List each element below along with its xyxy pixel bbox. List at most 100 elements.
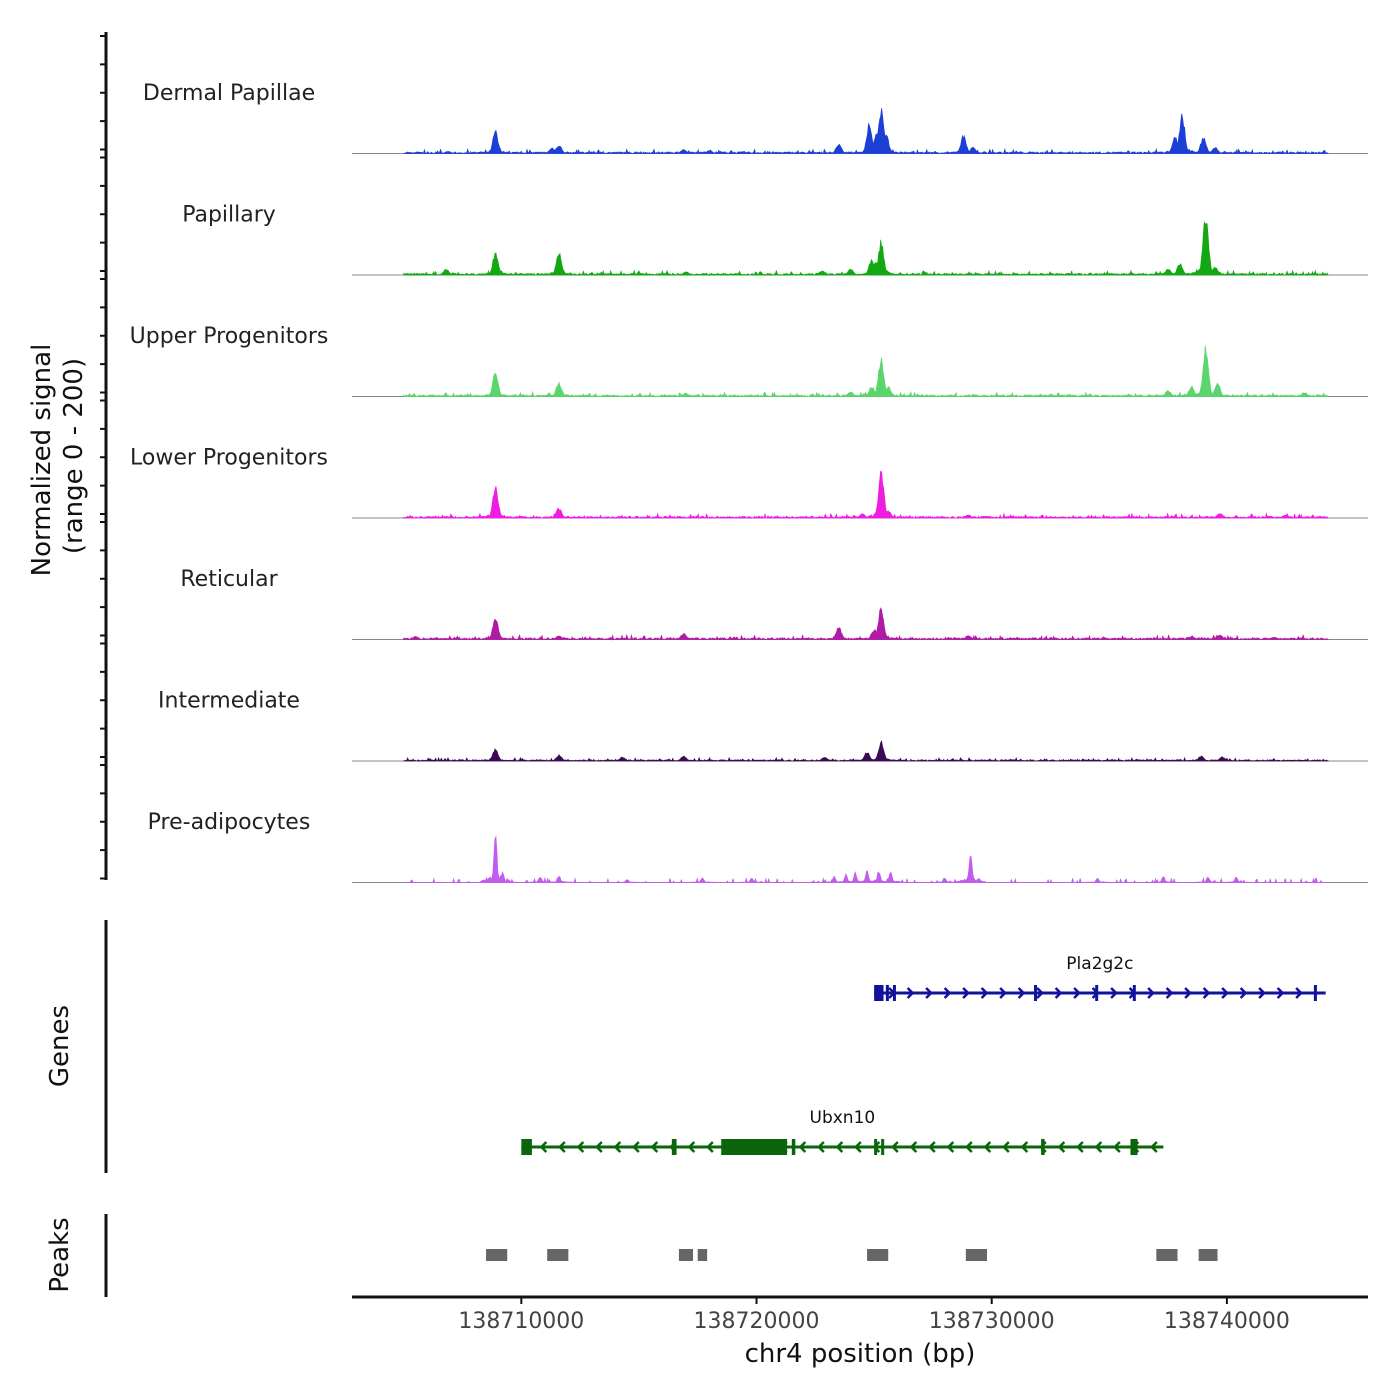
strand-arrow bbox=[1094, 1141, 1103, 1153]
exon bbox=[791, 1139, 796, 1155]
track-lower-progenitors: Lower Progenitors bbox=[130, 446, 1368, 519]
x-axis: 138710000 138720000 138730000 138740000 bbox=[352, 1295, 1368, 1334]
x-tick-label: 138720000 bbox=[694, 1309, 820, 1334]
exon bbox=[874, 1139, 878, 1155]
peak-region bbox=[486, 1249, 508, 1261]
track-papillary: Papillary bbox=[182, 203, 1368, 277]
y-axis-title-line1: Normalized signal bbox=[27, 344, 57, 577]
strand-arrow bbox=[1165, 987, 1174, 999]
strand-arrow bbox=[1184, 987, 1192, 999]
gene-pla2g2c: Pla2g2c bbox=[874, 954, 1326, 1001]
exon bbox=[1130, 1139, 1138, 1155]
strand-arrow bbox=[965, 1141, 973, 1153]
x-tick-label: 138710000 bbox=[458, 1309, 584, 1334]
strand-arrow bbox=[1221, 987, 1229, 999]
x-tick-label: 138730000 bbox=[929, 1309, 1055, 1334]
strand-arrow bbox=[1054, 987, 1063, 999]
track-dermal-papillae: Dermal Papillae bbox=[143, 81, 1368, 155]
strand-arrow bbox=[962, 987, 970, 999]
strand-arrow bbox=[1073, 987, 1081, 999]
track-label: Reticular bbox=[180, 567, 278, 592]
exon bbox=[874, 985, 884, 1001]
exon bbox=[881, 1139, 885, 1155]
strand-arrow bbox=[595, 1141, 603, 1153]
track-intermediate: Intermediate bbox=[158, 689, 1368, 762]
strand-arrow bbox=[1113, 1141, 1121, 1153]
exon bbox=[721, 1139, 788, 1155]
strand-arrow bbox=[980, 987, 989, 999]
exon bbox=[892, 985, 896, 1001]
gene-track: Pla2g2c Ubxn10 bbox=[104, 920, 1326, 1173]
strand-arrow bbox=[1276, 987, 1285, 999]
exon bbox=[1313, 985, 1317, 1001]
peaks-axis-title: Peaks bbox=[45, 1217, 75, 1292]
strand-arrow bbox=[558, 1141, 566, 1153]
strand-arrow bbox=[983, 1141, 992, 1153]
strand-arrow bbox=[1110, 987, 1118, 999]
peak-region bbox=[965, 1249, 987, 1261]
peak-region bbox=[697, 1249, 708, 1261]
exon bbox=[885, 985, 889, 1001]
strand-arrow bbox=[999, 987, 1007, 999]
x-axis-title: chr4 position (bp) bbox=[745, 1339, 976, 1369]
track-label: Papillary bbox=[182, 203, 276, 228]
strand-arrow bbox=[817, 1141, 825, 1153]
signal-area bbox=[403, 470, 1329, 519]
peak-region bbox=[547, 1249, 569, 1261]
strand-arrow bbox=[1057, 1141, 1066, 1153]
peak-region bbox=[1156, 1249, 1178, 1261]
signal-area bbox=[403, 607, 1330, 641]
gene-ubxn10: Ubxn10 bbox=[521, 1108, 1164, 1155]
strand-arrow bbox=[1150, 1141, 1158, 1153]
peak-region bbox=[867, 1249, 889, 1261]
strand-arrow bbox=[928, 1141, 936, 1153]
strand-arrow bbox=[576, 1141, 585, 1153]
y-axis-title-line2: (range 0 - 200) bbox=[59, 358, 89, 554]
strand-arrow bbox=[1147, 987, 1155, 999]
track-label: Lower Progenitors bbox=[130, 446, 328, 471]
gene-label: Ubxn10 bbox=[810, 1108, 876, 1128]
peak-track bbox=[104, 1214, 1218, 1297]
coverage-tracks: Dermal Papillae Papillary Upper Progenitor… bbox=[130, 81, 1368, 885]
signal-y-axis bbox=[100, 32, 108, 880]
signal-area bbox=[403, 220, 1329, 277]
exon bbox=[1132, 985, 1136, 1001]
exon bbox=[1034, 985, 1038, 1001]
strand-arrow bbox=[891, 1141, 899, 1153]
track-label: Dermal Papillae bbox=[143, 81, 315, 106]
strand-arrow bbox=[1239, 987, 1248, 999]
strand-arrow bbox=[539, 1141, 548, 1153]
track-label: Upper Progenitors bbox=[130, 324, 329, 349]
track-label: Pre-adipocytes bbox=[148, 810, 311, 835]
exon bbox=[671, 1139, 677, 1155]
gene-label: Pla2g2c bbox=[1066, 954, 1133, 974]
strand-arrow bbox=[1076, 1141, 1084, 1153]
strand-arrow bbox=[909, 1141, 918, 1153]
strand-arrow bbox=[798, 1141, 807, 1153]
track-pre-adipocytes: Pre-adipocytes bbox=[148, 810, 1368, 885]
strand-arrow bbox=[925, 987, 933, 999]
strand-arrow bbox=[650, 1141, 659, 1153]
strand-arrow bbox=[1295, 987, 1303, 999]
track-upper-progenitors: Upper Progenitors bbox=[130, 324, 1368, 398]
signal-area bbox=[403, 345, 1330, 398]
peak-region bbox=[678, 1249, 694, 1261]
strand-arrow bbox=[854, 1141, 862, 1153]
strand-arrow bbox=[943, 987, 952, 999]
genes-axis-title: Genes bbox=[45, 1005, 75, 1087]
strand-arrow bbox=[613, 1141, 622, 1153]
signal-area bbox=[403, 108, 1329, 155]
strand-arrow bbox=[1017, 987, 1026, 999]
x-tick-label: 138740000 bbox=[1164, 1309, 1290, 1334]
exon bbox=[521, 1139, 532, 1155]
track-reticular: Reticular bbox=[180, 567, 1368, 641]
strand-arrow bbox=[946, 1141, 955, 1153]
signal-area bbox=[403, 835, 1328, 885]
signal-area bbox=[403, 740, 1330, 762]
strand-arrow bbox=[835, 1141, 844, 1153]
track-label: Intermediate bbox=[158, 689, 300, 714]
strand-arrow bbox=[1020, 1141, 1029, 1153]
strand-arrow bbox=[1002, 1141, 1010, 1153]
peak-region bbox=[1198, 1249, 1218, 1261]
